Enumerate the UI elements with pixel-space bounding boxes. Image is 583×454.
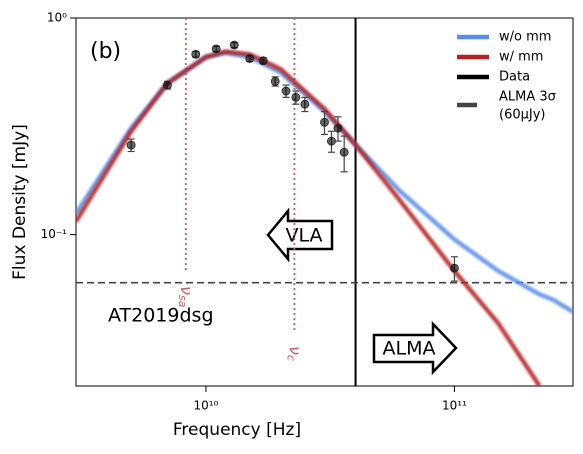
legend-label: Data — [499, 70, 530, 85]
panel-label: (b) — [90, 39, 121, 64]
data-point — [320, 117, 329, 127]
legend-label: ALMA 3σ — [499, 90, 556, 105]
x-axis-label: Frequency [Hz] — [173, 420, 301, 440]
subscript: c — [284, 355, 297, 361]
plot-area — [76, 18, 573, 386]
right-arrow — [372, 320, 458, 376]
x-tick-label: 10¹¹ — [442, 399, 467, 413]
legend-label: (60μJy) — [499, 108, 545, 123]
arrow-label: ALMA — [383, 338, 436, 360]
data-point — [211, 44, 221, 54]
data-point — [327, 136, 336, 146]
data-point — [339, 147, 349, 157]
source-label: AT2019dsg — [108, 305, 214, 327]
plot-frame — [75, 17, 574, 387]
y-axis-label: Flux Density [mJy] — [10, 124, 30, 280]
data-point — [333, 123, 343, 133]
left-arrow — [266, 207, 334, 263]
x-tick-label: 10¹⁰ — [193, 399, 218, 413]
data-point — [450, 263, 459, 273]
line-label: νc — [284, 346, 305, 361]
legend-label: w/ mm — [499, 50, 543, 65]
y-tick-label: 10⁰ — [47, 11, 67, 25]
symbol: ν — [286, 346, 305, 355]
subscript: sa — [176, 295, 189, 308]
data-point — [300, 99, 310, 109]
line-label: νsa — [176, 286, 197, 308]
data-point — [191, 49, 201, 59]
symbol: ν — [177, 286, 196, 295]
y-tick-label: 10⁻¹ — [41, 227, 68, 241]
data-point — [229, 40, 239, 50]
data-point — [291, 92, 301, 102]
data-point — [270, 76, 280, 86]
data-point — [245, 54, 255, 63]
legend-label: w/o mm — [499, 30, 551, 45]
data-point — [281, 86, 291, 96]
arrow-label: VLA — [285, 225, 322, 247]
data-point — [163, 80, 172, 90]
data-point — [126, 140, 136, 150]
data-point — [258, 56, 268, 66]
